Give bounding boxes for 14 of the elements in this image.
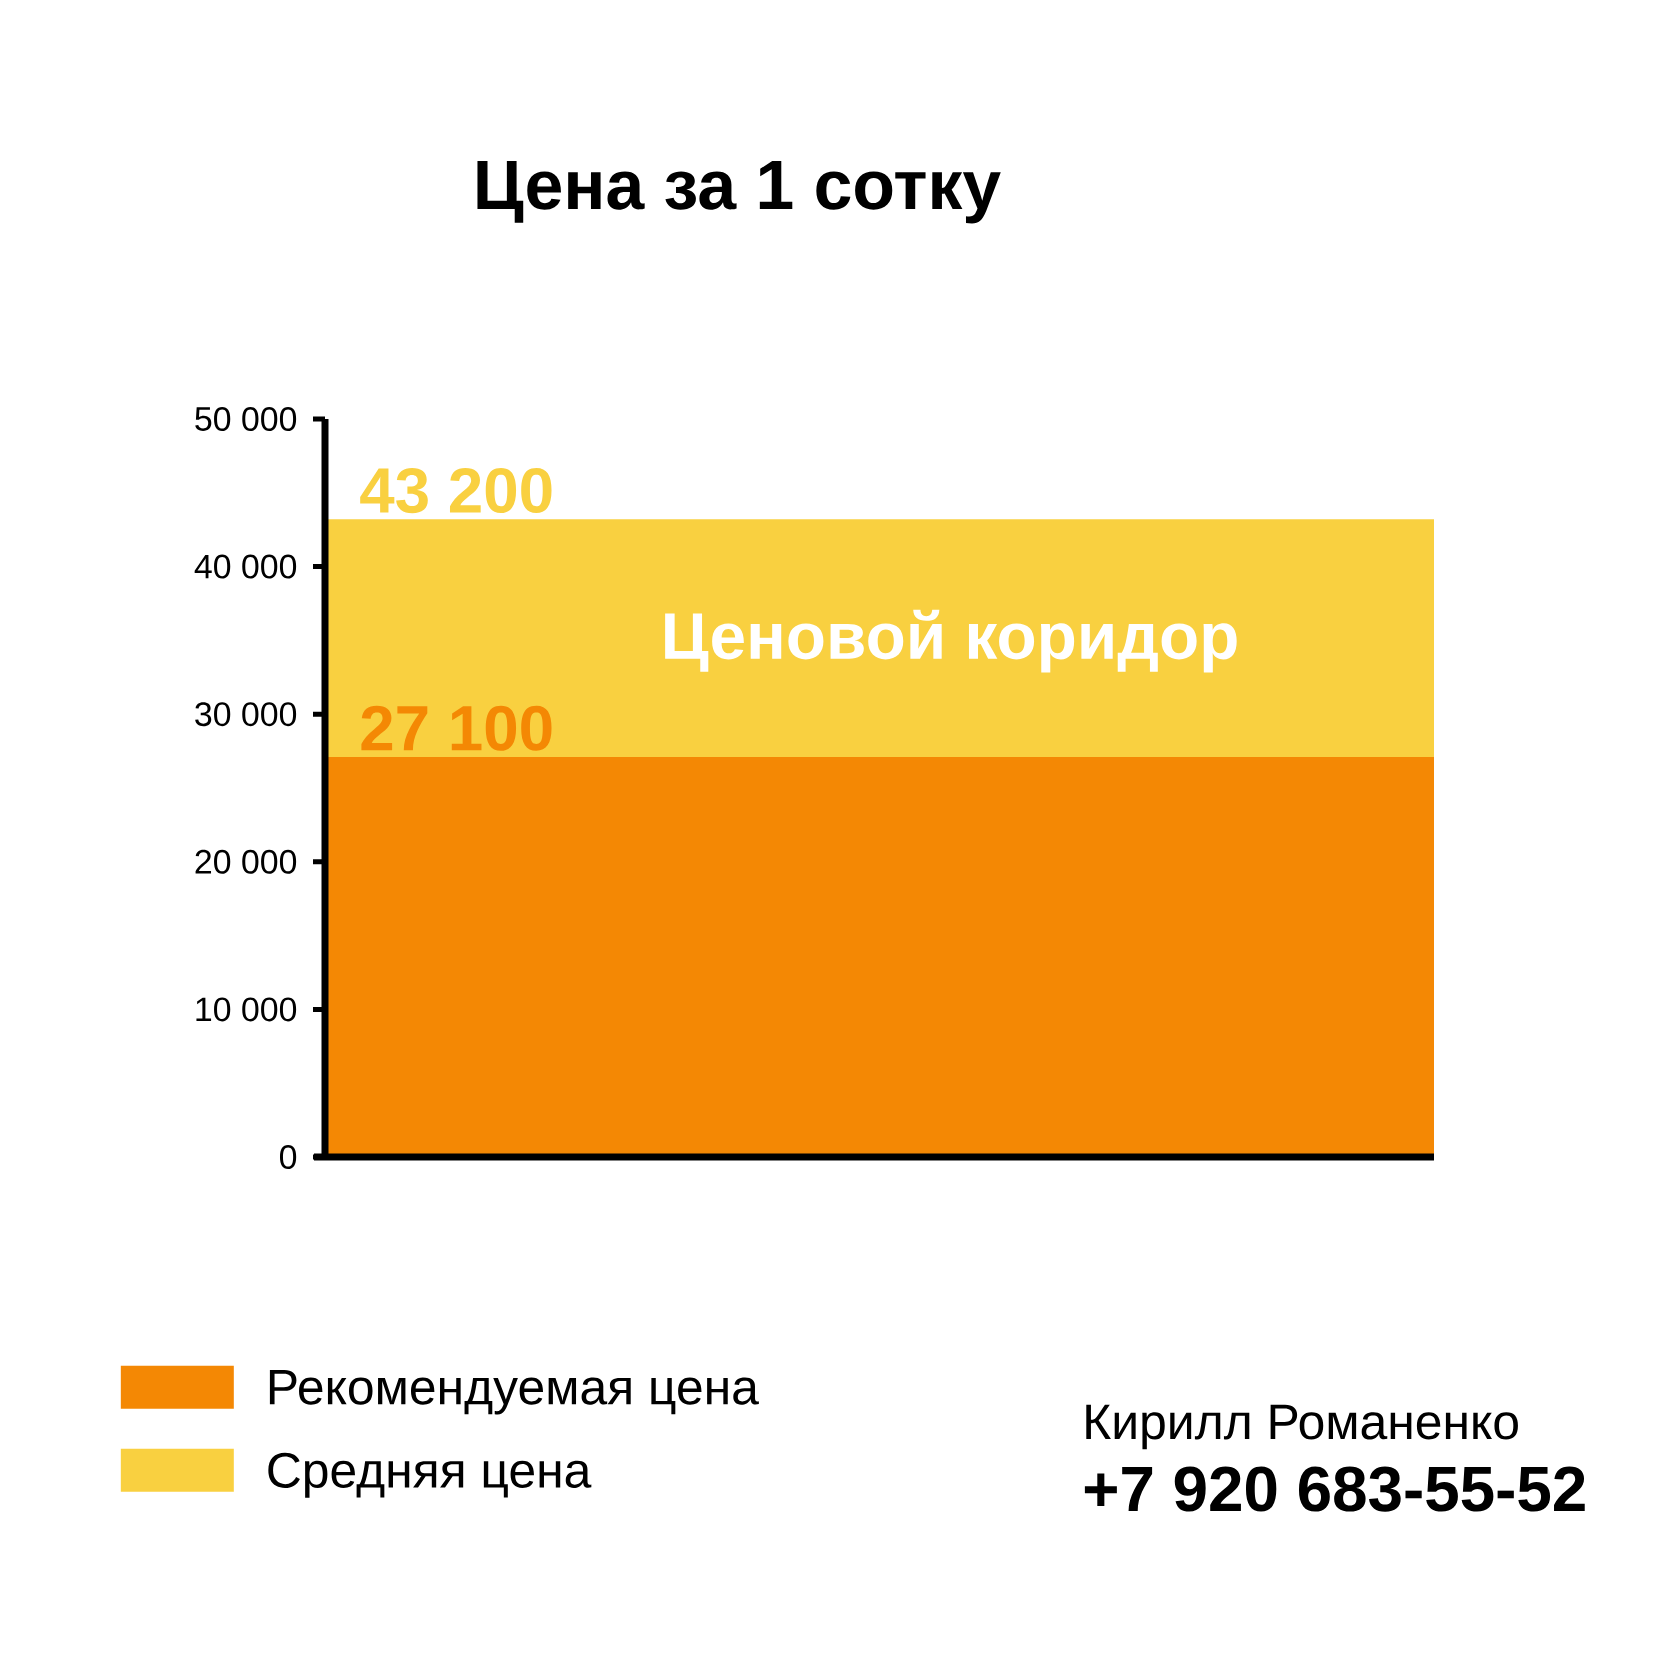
y-tick-label: 30 000 bbox=[195, 702, 297, 727]
annotation: Ценовой коридор bbox=[665, 609, 1237, 673]
total-label: 43 200 bbox=[360, 467, 552, 514]
text: +7 920 683-55-52 bbox=[1084, 1466, 1585, 1512]
y-tick-label: 40 000 bbox=[194, 554, 297, 579]
y-tick-label: 10 000 bbox=[196, 997, 297, 1022]
y-tick-label: 0 bbox=[279, 1145, 297, 1169]
data-label: 27 100 bbox=[361, 705, 552, 751]
legend-label: Средняя цена bbox=[268, 1452, 592, 1498]
legend-label: Рекомендуемая цена bbox=[269, 1369, 759, 1415]
y-tick-label: 20 000 bbox=[195, 849, 297, 874]
chart-title: Цена за 1 сотку bbox=[477, 161, 1001, 224]
y-tick-label: 50 000 bbox=[195, 406, 297, 431]
text: Кирилл Романенко bbox=[1086, 1404, 1518, 1450]
